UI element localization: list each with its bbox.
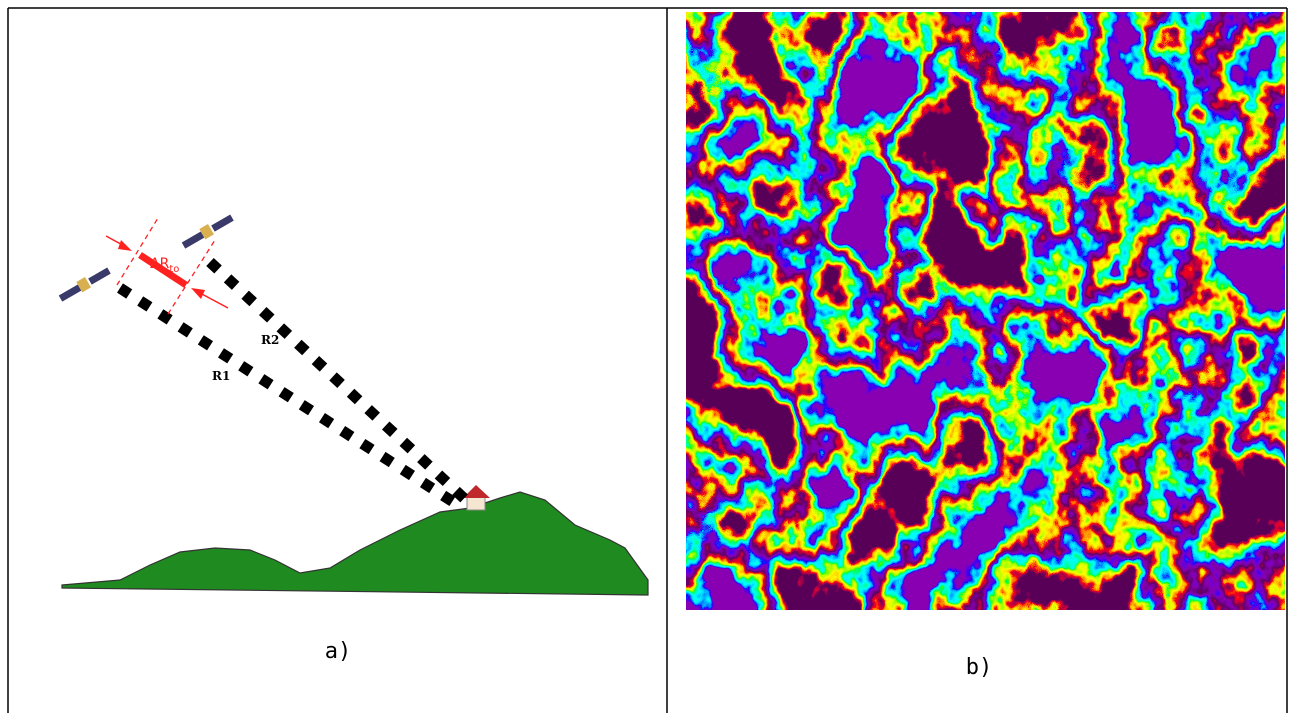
arrowhead [118,240,132,251]
solar-panel [88,267,111,285]
delta-main: ΔR [150,256,170,272]
delta-subscript: to [169,264,179,275]
caption-b: b) [966,655,993,680]
delta-marker [105,217,229,315]
panel-a: ΔRto R2 R1 a) [58,214,649,664]
mountain [61,491,649,596]
solar-panel [181,231,205,249]
house-roof [463,485,490,498]
satellite-2 [181,214,234,249]
satellite-body [199,223,214,240]
r1-label: R1 [212,369,230,383]
delta-label: ΔRto [150,256,179,275]
table-frame [7,7,1288,713]
red-dashed-line [167,239,216,315]
caption-a: a) [325,639,352,664]
delta-bar [138,252,188,288]
r2-label: R2 [261,333,279,347]
range-line-r1 [117,283,461,510]
solar-panel [58,284,82,302]
house-wall [466,495,486,511]
house [463,485,490,511]
satellite-1 [58,267,111,302]
elevation-map [686,12,1285,610]
satellite-body [76,276,91,293]
solar-panel [211,214,234,232]
red-dashed-line [116,217,159,286]
arrowhead [191,288,205,299]
panel-b: b) [686,12,1285,680]
range-line-r2 [206,257,472,507]
arrow [199,292,229,309]
